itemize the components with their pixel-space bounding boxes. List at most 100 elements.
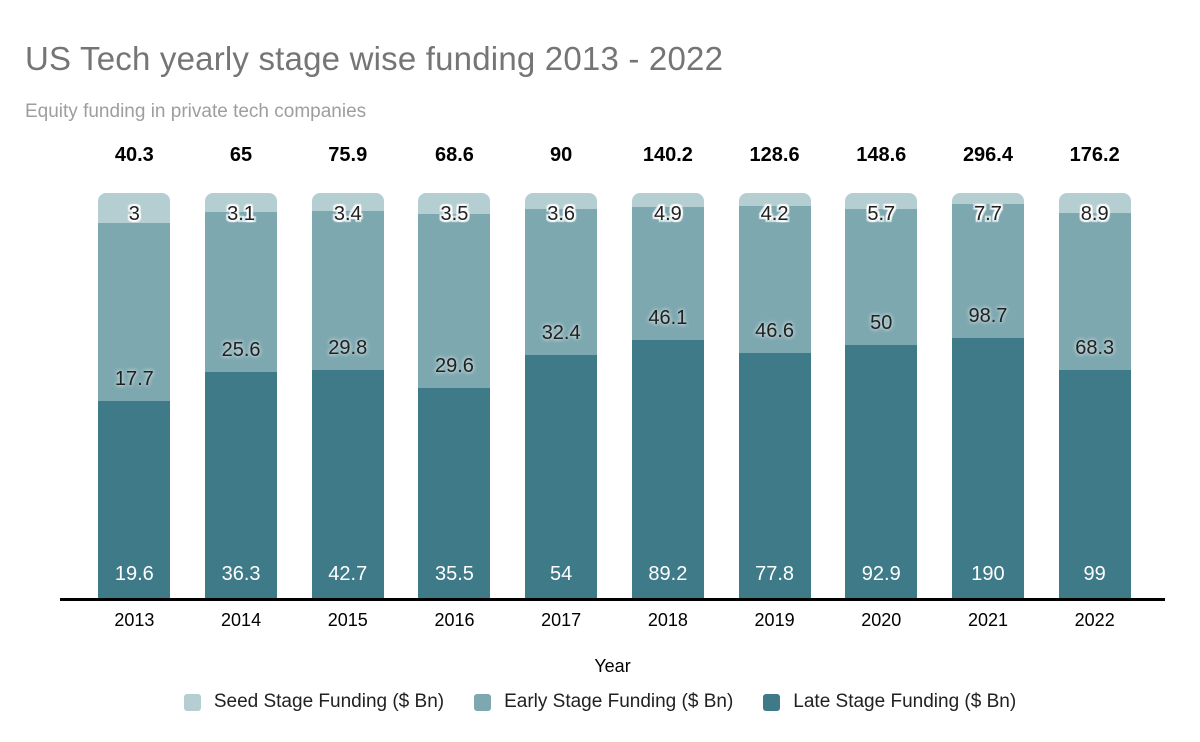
- x-axis-line: [60, 598, 1165, 601]
- stacked-bar[interactable]: 29.6 35.5 3.5: [418, 193, 491, 598]
- segment-value-label: 3.1: [227, 203, 255, 225]
- bar-column: 176.2 68.3 99 8.9: [1041, 140, 1148, 598]
- segment-value-label: 46.6: [755, 319, 795, 342]
- bar-segment-late[interactable]: 42.7: [311, 370, 384, 598]
- bar-segment-seed[interactable]: [418, 193, 491, 214]
- stacked-bar[interactable]: 68.3 99 8.9: [1058, 193, 1131, 598]
- x-tick-label: 2018: [647, 610, 688, 630]
- segment-value-label: 29.6: [434, 355, 474, 378]
- bar-segment-early[interactable]: 68.3: [1058, 213, 1131, 371]
- segment-value-label: 42.7: [328, 563, 368, 585]
- segment-value-label: 99: [1083, 562, 1106, 585]
- segment-value-label: 4.9: [653, 203, 682, 225]
- segment-value-label: 5.7: [867, 203, 896, 225]
- x-tick-label: 2014: [221, 610, 262, 630]
- bar-segment-early[interactable]: 46.6: [738, 206, 811, 353]
- bar-column: 75.9 29.8 42.7 3.4: [294, 140, 401, 598]
- segment-value-label: 98.7: [968, 305, 1008, 328]
- bar-column: 40.3 17.7 19.6 3: [81, 140, 188, 598]
- bar-segment-seed[interactable]: [631, 193, 704, 208]
- x-axis-title-row: Year: [60, 656, 1165, 677]
- bar-segment-seed[interactable]: [951, 193, 1024, 204]
- bar-column: 65 25.6 36.3 3.1: [188, 140, 295, 598]
- bar-segment-early[interactable]: 25.6: [205, 212, 278, 372]
- bar-segment-early[interactable]: 50: [845, 208, 918, 345]
- bar-segment-late[interactable]: 36.3: [205, 371, 278, 598]
- stacked-bar[interactable]: 29.8 42.7 3.4: [311, 193, 384, 598]
- x-axis-title: Year: [594, 656, 631, 676]
- bar-column: 296.4 98.7 190 7.7: [935, 140, 1042, 598]
- legend-swatch-early: [474, 693, 492, 711]
- legend-label: Early Stage Funding ($ Bn): [504, 691, 734, 712]
- total-label: 40.3: [114, 144, 154, 166]
- bar-segment-late[interactable]: 35.5: [418, 388, 491, 598]
- segment-value-label: 3.6: [547, 203, 576, 225]
- x-tick-label: 2013: [114, 610, 155, 630]
- segment-value-label: 190: [971, 562, 1005, 585]
- bar-segment-early[interactable]: 29.8: [311, 211, 384, 371]
- bar-segment-late[interactable]: 89.2: [631, 340, 704, 598]
- bar-column: 90 32.4 54 3.6: [508, 140, 615, 598]
- segment-value-label: 89.2: [648, 563, 688, 585]
- bar-segment-seed[interactable]: [1058, 193, 1131, 214]
- x-tick-label: 2020: [861, 610, 902, 630]
- total-label: 90: [550, 144, 573, 166]
- segment-value-label: 29.8: [328, 337, 368, 360]
- bar-segment-late[interactable]: 99: [1058, 370, 1131, 598]
- legend-swatch-seed: [183, 693, 201, 711]
- chart-subtitle: Equity funding in private tech companies: [25, 101, 367, 122]
- bar-segment-late[interactable]: 190: [951, 338, 1024, 598]
- x-axis-tick-row: 2013 2014 2015 2016 2017 2018 2019 2020 2021 2022: [81, 610, 1148, 631]
- legend: Seed Stage Funding ($ Bn) Early Stage Fun…: [0, 691, 1200, 713]
- legend-item-seed[interactable]: Seed Stage Funding ($ Bn): [183, 691, 444, 713]
- total-label: 176.2: [1069, 144, 1120, 166]
- segment-value-label: 4.2: [760, 203, 789, 225]
- segment-value-label: 54: [550, 563, 573, 585]
- bar-segment-late[interactable]: 54: [525, 355, 598, 598]
- x-tick-label: 2019: [754, 610, 795, 630]
- segment-value-label: 32.4: [541, 322, 581, 344]
- bar-column: 68.6 29.6 35.5 3.5: [401, 140, 508, 598]
- total-label: 65: [229, 144, 253, 166]
- bar-segment-early[interactable]: 17.7: [98, 223, 171, 402]
- segment-value-label: 92.9: [861, 562, 901, 585]
- segment-value-label: 3: [128, 203, 140, 225]
- total-label: 296.4: [962, 144, 1013, 166]
- x-tick-label: 2021: [967, 610, 1008, 630]
- total-label: 75.9: [328, 144, 368, 166]
- segment-value-label: 68.3: [1075, 337, 1115, 360]
- stacked-bar[interactable]: 98.7 190 7.7: [951, 193, 1024, 598]
- bar-segment-early[interactable]: 32.4: [525, 209, 598, 355]
- bar-column: 140.2 46.1 89.2 4.9: [615, 140, 722, 598]
- stacked-bar[interactable]: 32.4 54 3.6: [525, 193, 598, 598]
- bar-segment-early[interactable]: 29.6: [418, 213, 491, 389]
- bar-segment-seed[interactable]: [525, 193, 598, 210]
- legend-item-early[interactable]: Early Stage Funding ($ Bn): [474, 691, 733, 713]
- bar-segment-early[interactable]: 46.1: [631, 207, 704, 341]
- stacked-bar[interactable]: 50 92.9 5.7: [845, 193, 918, 598]
- bar-segment-early[interactable]: 98.7: [951, 203, 1024, 339]
- total-label: 148.6: [856, 144, 907, 166]
- bar-segment-seed[interactable]: [738, 193, 811, 207]
- bar-column: 148.6 50 92.9 5.7: [828, 140, 935, 598]
- bar-segment-late[interactable]: 92.9: [845, 344, 918, 598]
- bar-segment-seed[interactable]: [311, 193, 384, 212]
- bar-segment-late[interactable]: 19.6: [98, 401, 171, 598]
- x-tick-label: 2015: [327, 610, 368, 630]
- segment-value-label: 35.5: [434, 562, 474, 585]
- bar-segment-seed[interactable]: [845, 193, 918, 209]
- bar-segment-seed[interactable]: [98, 193, 171, 224]
- segment-value-label: 3.4: [333, 203, 362, 225]
- stacked-bar[interactable]: 46.1 89.2 4.9: [631, 193, 704, 598]
- stacked-bar[interactable]: 17.7 19.6 3: [98, 193, 171, 598]
- legend-item-late[interactable]: Late Stage Funding ($ Bn): [763, 691, 1016, 713]
- stacked-bar[interactable]: 25.6 36.3 3.1: [205, 193, 278, 598]
- bar-segment-late[interactable]: 77.8: [738, 352, 811, 598]
- segment-value-label: 7.7: [974, 203, 1002, 225]
- stacked-bar[interactable]: 46.6 77.8 4.2: [738, 193, 811, 598]
- plot-area: 40.3 17.7 19.6 3 65 25.6 36.3 3.1 75.9 29.8 42.7 3.…: [81, 140, 1148, 598]
- bar-segment-seed[interactable]: [205, 193, 278, 213]
- x-tick-label: 2017: [541, 610, 582, 630]
- segment-value-label: 46.1: [648, 307, 688, 330]
